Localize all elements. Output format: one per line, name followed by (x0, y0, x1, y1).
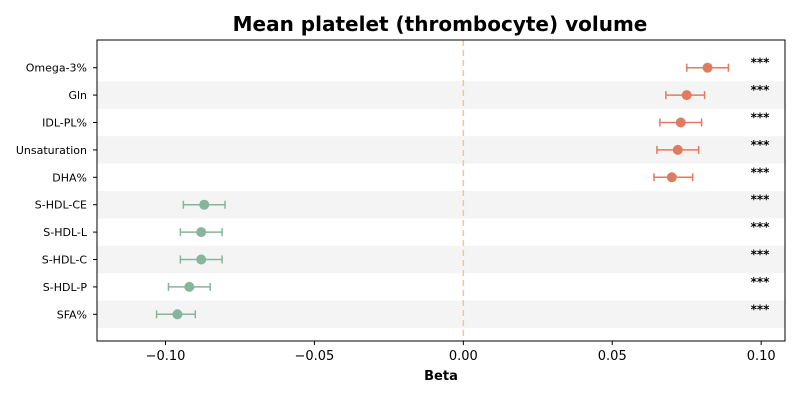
x-axis-label: Beta (424, 369, 458, 384)
y-tick-label: SFA% (57, 308, 87, 321)
significance-labels: *** *** *** *** *** *** *** *** *** *** (751, 56, 771, 317)
point-estimate (702, 62, 713, 73)
x-axis: −0.10 −0.05 0.00 0.05 0.10 (146, 341, 776, 364)
point-estimate (675, 117, 686, 128)
point-estimate (672, 144, 683, 155)
x-tick-label: −0.05 (294, 349, 334, 364)
significance-label: *** (751, 220, 771, 234)
y-tick-label: DHA% (52, 171, 87, 184)
plot-frame (96, 39, 786, 342)
point-estimate (199, 199, 210, 210)
significance-label: *** (751, 111, 771, 125)
x-tick-label: 0.10 (747, 349, 776, 364)
significance-label: *** (751, 248, 771, 262)
point-estimate (184, 281, 195, 292)
y-axis: Omega-3% Gln IDL-PL% Unsaturation DHA% S-HDL-… (16, 62, 97, 321)
y-tick-label: Omega-3% (26, 62, 87, 75)
y-tick-label: IDL-PL% (42, 117, 87, 130)
point-estimate (196, 254, 207, 265)
x-tick-label: 0.00 (449, 349, 478, 364)
significance-label: *** (751, 83, 771, 97)
significance-label: *** (751, 165, 771, 179)
y-tick-label: S-HDL-P (43, 281, 88, 294)
x-tick-label: 0.05 (598, 349, 627, 364)
point-estimate (196, 227, 207, 238)
point-estimate (666, 172, 677, 183)
significance-label: *** (751, 302, 771, 316)
chart-title: Mean platelet (thrombocyte) volume (233, 12, 648, 36)
point-estimate (681, 90, 692, 101)
y-tick-label: S-HDL-C (42, 254, 88, 267)
y-tick-label: S-HDL-L (43, 226, 88, 239)
y-tick-label: Gln (68, 89, 87, 102)
x-tick-label: −0.10 (146, 349, 186, 364)
point-estimate (172, 309, 183, 320)
y-tick-label: S-HDL-CE (35, 199, 87, 212)
significance-label: *** (751, 193, 771, 207)
y-tick-label: Unsaturation (16, 144, 87, 157)
significance-label: *** (751, 56, 771, 70)
significance-label: *** (751, 275, 771, 289)
row-band (97, 300, 785, 328)
significance-label: *** (751, 138, 771, 152)
data-points (172, 62, 713, 320)
